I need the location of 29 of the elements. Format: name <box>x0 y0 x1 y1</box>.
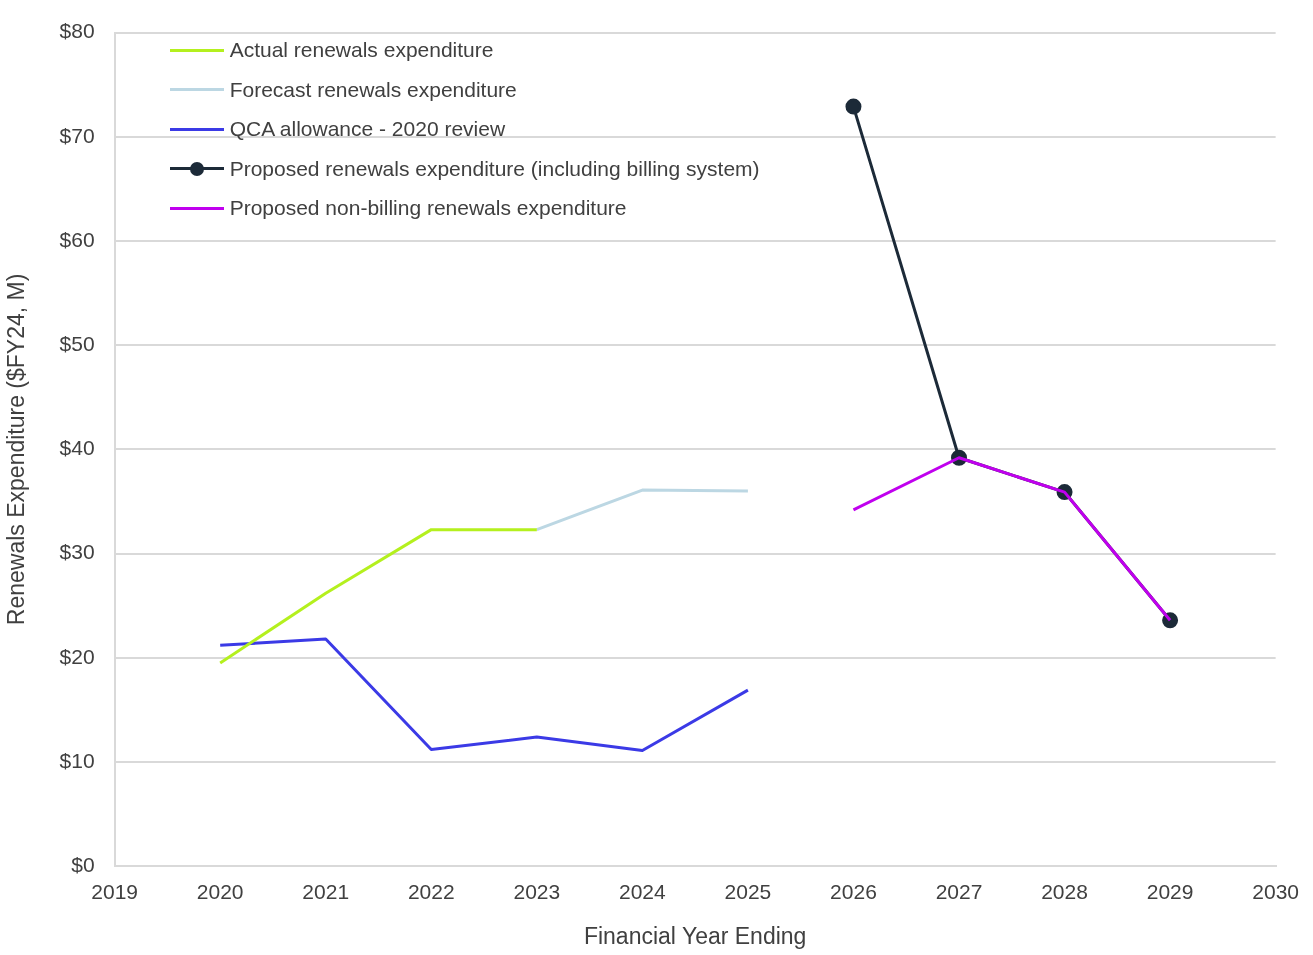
x-tick-label: 2026 <box>830 879 877 903</box>
x-tick-label: 2027 <box>935 879 983 903</box>
legend-label: Forecast renewals expenditure <box>229 77 517 102</box>
legend-label: Proposed renewals expenditure (including billing system) <box>229 156 760 181</box>
x-tick-label: 2022 <box>407 879 455 903</box>
x-tick-label: 2019 <box>91 879 138 903</box>
x-tick-label: 2029 <box>1146 879 1194 903</box>
x-tick-label: 2021 <box>302 879 350 903</box>
point <box>845 98 862 115</box>
y-tick-label: $10 <box>59 748 95 772</box>
y-tick-label: $30 <box>59 540 95 564</box>
y-tick-label: $60 <box>59 227 95 251</box>
x-tick-label: 2023 <box>513 879 561 903</box>
legend-label: Proposed non-billing renewals expenditure <box>229 196 627 221</box>
y-tick-label: $0 <box>71 853 95 876</box>
x-tick-label: 2024 <box>619 879 667 903</box>
y-tick-label: $70 <box>59 123 95 147</box>
y-tick-label: $50 <box>59 332 95 355</box>
x-tick-label: 2030 <box>1252 879 1299 903</box>
y-axis-title: Renewals Expenditure ($FY24, M) <box>3 273 30 626</box>
x-axis-title: Financial Year Ending <box>583 922 807 949</box>
y-tick-label: $20 <box>59 644 95 668</box>
x-tick-label: 2020 <box>196 879 244 903</box>
legend-label: QCA allowance - 2020 review <box>229 117 506 142</box>
legend-label: Actual renewals expenditure <box>229 38 494 63</box>
x-tick-label: 2025 <box>724 879 772 903</box>
y-tick-label: $40 <box>59 436 95 460</box>
y-tick-label: $80 <box>59 19 95 43</box>
x-tick-label: 2028 <box>1041 879 1088 903</box>
